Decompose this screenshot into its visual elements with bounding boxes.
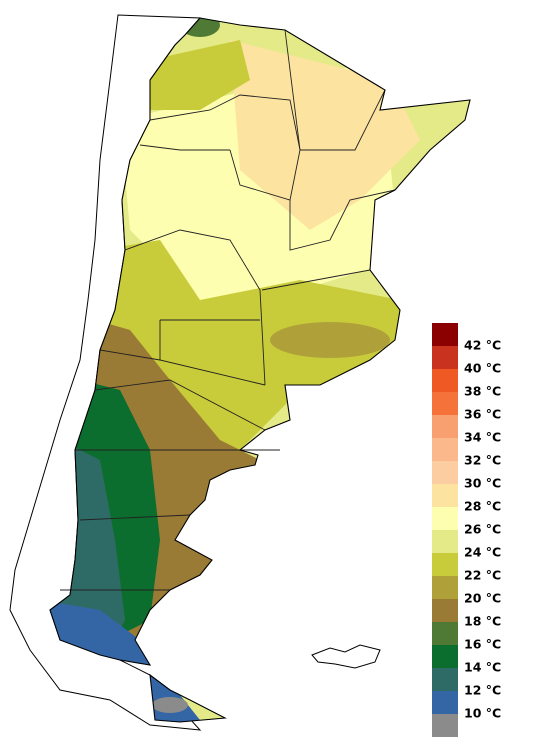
legend-swatch (432, 622, 458, 645)
legend-swatch (432, 484, 458, 507)
legend-swatch (432, 323, 458, 346)
zone (230, 40, 420, 230)
legend-swatch (432, 507, 458, 530)
legend-label: 36 °C (464, 407, 501, 422)
legend-label: 30 °C (464, 476, 501, 491)
legend-swatch (432, 461, 458, 484)
legend-swatch (432, 415, 458, 438)
legend-label: 20 °C (464, 591, 501, 606)
zone (270, 322, 390, 358)
legend-label: 42 °C (464, 338, 501, 353)
legend-swatch (432, 438, 458, 461)
legend-label: 34 °C (464, 430, 501, 445)
legend-swatch (432, 369, 458, 392)
islands (311, 644, 381, 669)
legend-label: 18 °C (464, 614, 501, 629)
legend: 42 °C 40 °C 38 °C 36 °C 34 °C 32 °C 30 °C 28 °C… (432, 323, 501, 737)
country-outline (49, 17, 471, 666)
legend-swatch (432, 599, 458, 622)
legend-swatch (432, 346, 458, 369)
legend-label: 14 °C (464, 660, 501, 675)
legend-label: 10 °C (464, 706, 501, 721)
legend-label: 12 °C (464, 683, 501, 698)
zone (150, 40, 250, 110)
legend-label: 38 °C (464, 384, 501, 399)
legend-label: 40 °C (464, 361, 501, 376)
island-outline (149, 673, 227, 723)
legend-swatch (432, 714, 458, 737)
legend-swatch (432, 691, 458, 714)
legend-label: 26 °C (464, 522, 501, 537)
zone (152, 697, 188, 713)
province-borders (60, 29, 396, 591)
legend-label: 22 °C (464, 568, 501, 583)
legend-swatch (432, 553, 458, 576)
legend-swatch (432, 645, 458, 668)
legend-swatch (432, 392, 458, 415)
legend-label: 28 °C (464, 499, 501, 514)
legend-swatch (432, 530, 458, 553)
legend-label: 24 °C (464, 545, 501, 560)
legend-label: 32 °C (464, 453, 501, 468)
legend-swatch (432, 668, 458, 691)
legend-swatch (432, 576, 458, 599)
legend-label: 16 °C (464, 637, 501, 652)
